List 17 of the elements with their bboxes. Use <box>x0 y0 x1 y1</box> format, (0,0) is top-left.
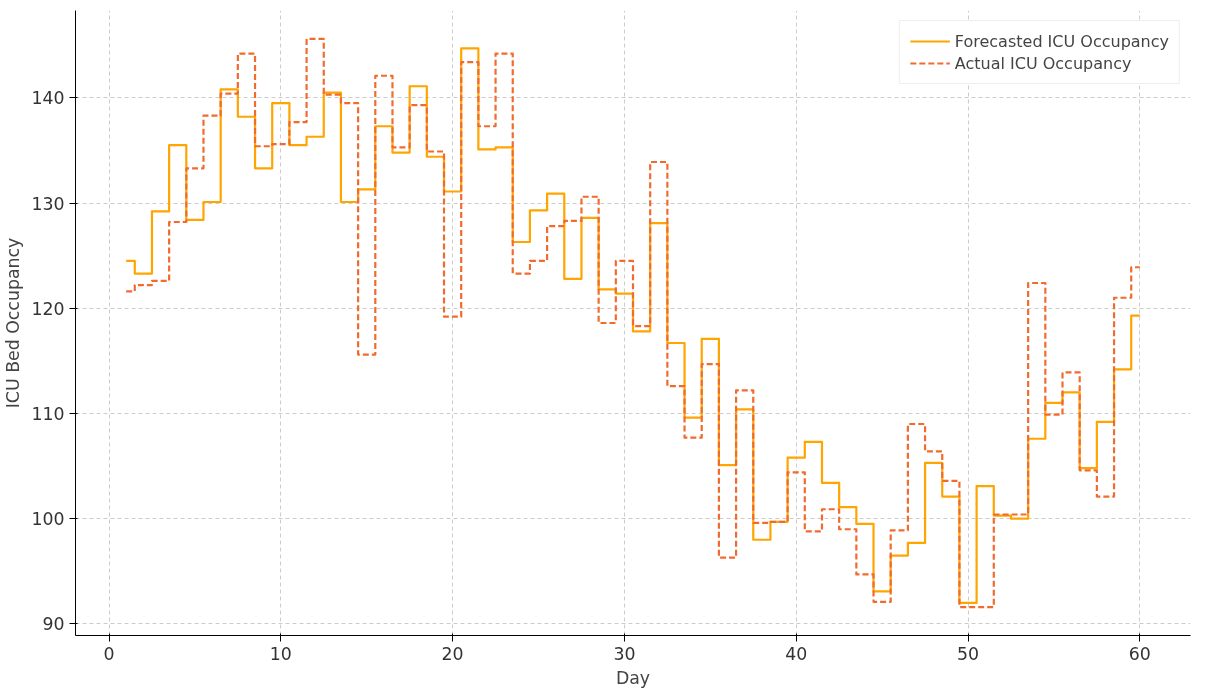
y-tick-label: 140 <box>31 88 65 109</box>
y-axis-title: ICU Bed Occupancy <box>3 237 24 409</box>
x-tick-label: 20 <box>441 643 464 664</box>
x-tick-label: 40 <box>785 643 808 664</box>
x-tick-label: 30 <box>613 643 636 664</box>
y-tick-label: 120 <box>31 298 65 319</box>
legend-label: Actual ICU Occupancy <box>954 53 1132 73</box>
x-tick-label: 50 <box>956 643 980 664</box>
legend-label: Forecasted ICU Occupancy <box>954 31 1169 51</box>
x-tick-label: 10 <box>269 643 292 664</box>
y-tick-label: 90 <box>42 614 65 635</box>
y-tick-label: 130 <box>31 193 65 214</box>
x-tick-label: 60 <box>1128 643 1151 664</box>
y-tick-label: 110 <box>31 403 65 424</box>
x-tick-label: 0 <box>103 643 115 664</box>
y-tick-label: 100 <box>31 509 65 530</box>
x-axis-title: Day <box>615 667 651 688</box>
